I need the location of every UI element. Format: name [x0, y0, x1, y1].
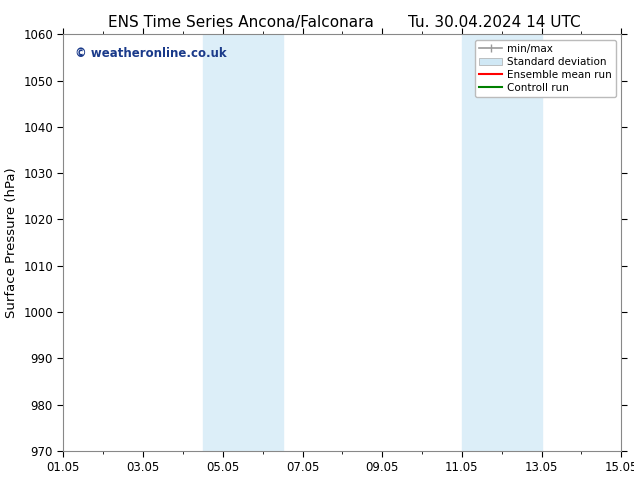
Legend: min/max, Standard deviation, Ensemble mean run, Controll run: min/max, Standard deviation, Ensemble me… [475, 40, 616, 97]
Text: ENS Time Series Ancona/Falconara: ENS Time Series Ancona/Falconara [108, 15, 374, 30]
Y-axis label: Surface Pressure (hPa): Surface Pressure (hPa) [4, 167, 18, 318]
Text: © weatheronline.co.uk: © weatheronline.co.uk [75, 47, 226, 60]
Text: Tu. 30.04.2024 14 UTC: Tu. 30.04.2024 14 UTC [408, 15, 581, 30]
Bar [203, 34, 283, 451]
Bar [462, 34, 541, 451]
